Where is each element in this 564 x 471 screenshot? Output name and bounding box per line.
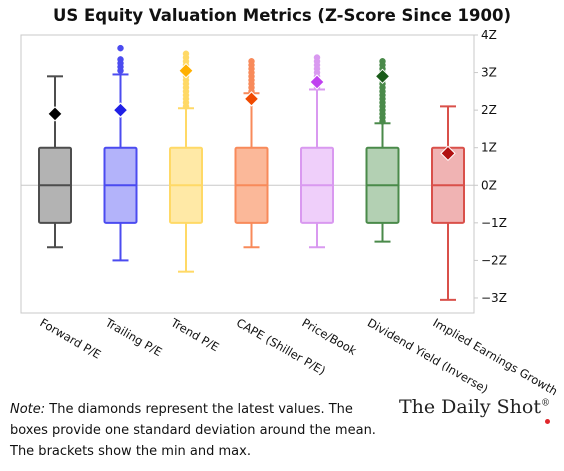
brand-logo: The Daily Shot® xyxy=(399,396,550,418)
footnote-text: The diamonds represent the latest values… xyxy=(10,402,376,459)
latest-value-diamond xyxy=(112,102,129,118)
latest-value-diamond xyxy=(374,68,391,85)
y-tick-label: −1Z xyxy=(481,216,507,230)
y-tick-label: 4Z xyxy=(481,28,497,42)
x-tick-label: Price/Book xyxy=(300,315,360,358)
y-tick-label: 3Z xyxy=(481,66,497,80)
x-tick-label: Forward P/E xyxy=(38,315,104,361)
outlier-point xyxy=(248,58,255,65)
box-group xyxy=(103,44,138,262)
y-tick-label: 1Z xyxy=(481,141,497,155)
y-tick-label: −3Z xyxy=(481,291,507,305)
plot-frame xyxy=(20,34,475,314)
outlier-point xyxy=(117,44,124,52)
outlier-point xyxy=(379,58,386,65)
latest-value-diamond xyxy=(440,145,456,162)
x-tick-label: Implied Earnings Growth xyxy=(431,315,561,398)
footnote: Note: The diamonds represent the latest … xyxy=(10,399,390,462)
brand-registered-mark: ® xyxy=(541,398,550,409)
box-group xyxy=(38,75,72,249)
x-tick-label: Trailing P/E xyxy=(102,315,164,359)
latest-value-diamond xyxy=(47,106,63,122)
box-group xyxy=(169,50,203,273)
x-tick-label: Dividend Yield (Inverse) xyxy=(365,315,491,396)
y-tick-label: 0Z xyxy=(481,178,497,192)
box-group xyxy=(234,58,269,249)
brand-name: The Daily Shot xyxy=(398,396,541,418)
y-tick-label: −2Z xyxy=(481,253,507,267)
box-group xyxy=(300,54,334,249)
x-tick-label: Trend P/E xyxy=(168,315,222,354)
latest-value-diamond xyxy=(309,74,325,90)
y-tick-label: 2Z xyxy=(481,103,497,117)
box-group xyxy=(431,105,465,301)
box-group xyxy=(365,58,400,243)
footnote-lead: Note: xyxy=(10,402,46,417)
outlier-point xyxy=(117,56,124,63)
latest-value-diamond xyxy=(243,91,260,107)
outlier-point xyxy=(182,50,190,58)
latest-value-diamond xyxy=(178,62,194,79)
brand-dot xyxy=(545,419,550,424)
outlier-point xyxy=(313,54,321,61)
chart-title: US Equity Valuation Metrics (Z-Score Sin… xyxy=(53,6,511,25)
